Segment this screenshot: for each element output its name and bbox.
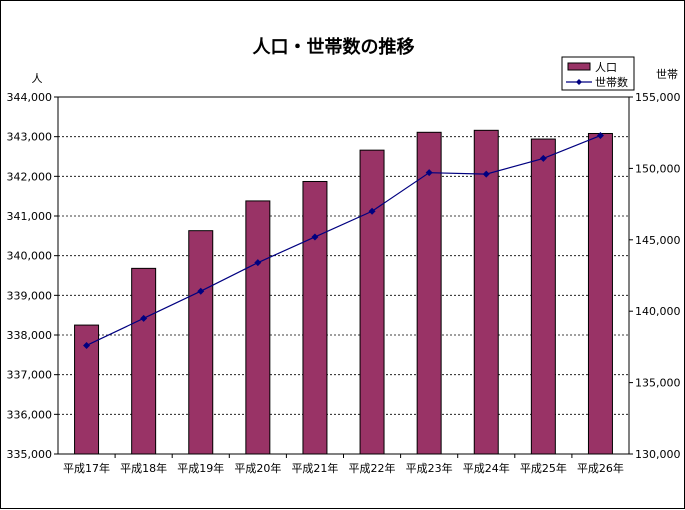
x-tick-label: 平成18年 <box>120 461 167 475</box>
line-point-households <box>368 207 376 215</box>
bar-population <box>74 324 100 455</box>
left-tick-label: 343,000 <box>7 131 53 144</box>
x-tick-label: 平成25年 <box>520 461 567 475</box>
line-point-households <box>83 341 91 349</box>
bar-population <box>530 138 556 455</box>
bar-population <box>131 267 157 455</box>
line-point-households <box>539 154 547 162</box>
legend-marker-households <box>576 79 582 85</box>
left-axis-unit: 人 <box>32 72 43 85</box>
left-tick-label: 339,000 <box>7 289 53 302</box>
line-point-households <box>425 169 433 177</box>
line-point-households <box>197 287 205 295</box>
right-tick-label: 145,000 <box>635 234 681 247</box>
right-tick-label: 140,000 <box>635 305 681 318</box>
chart-title: 人口・世帯数の推移 <box>253 36 415 58</box>
right-tick-label: 155,000 <box>635 91 681 104</box>
line-point-households <box>254 259 262 267</box>
x-tick-label: 平成19年 <box>177 461 224 475</box>
x-tick-label: 平成21年 <box>291 461 338 475</box>
line-point-households <box>140 314 148 322</box>
legend-label-population: 人口 <box>595 61 617 74</box>
left-tick-label: 337,000 <box>7 369 53 382</box>
legend-label-households: 世帯数 <box>595 76 628 89</box>
right-tick-label: 135,000 <box>635 377 681 390</box>
x-tick-label: 平成24年 <box>463 461 510 475</box>
bar-population <box>416 131 442 455</box>
legend-swatch-population <box>567 62 591 71</box>
right-tick-label: 150,000 <box>635 162 681 175</box>
line-point-households <box>482 170 490 178</box>
left-tick-label: 340,000 <box>7 250 53 263</box>
bar-population <box>473 129 499 455</box>
line-point-households <box>311 233 319 241</box>
bar-population <box>359 149 385 455</box>
left-tick-label: 342,000 <box>7 170 53 183</box>
bar-population <box>188 230 214 455</box>
left-tick-label: 341,000 <box>7 210 53 223</box>
x-tick-label: 平成17年 <box>63 461 110 475</box>
left-tick-label: 335,000 <box>7 448 53 461</box>
left-tick-label: 344,000 <box>7 91 53 104</box>
x-tick-label: 平成26年 <box>577 461 624 475</box>
left-tick-label: 338,000 <box>7 329 53 342</box>
line-point-households <box>596 132 604 140</box>
x-tick-label: 平成20年 <box>234 461 281 475</box>
left-tick-label: 336,000 <box>7 408 53 421</box>
right-axis-unit: 世帯 <box>656 68 678 81</box>
x-tick-label: 平成23年 <box>406 461 453 475</box>
bar-population <box>302 180 328 455</box>
bar-population <box>587 132 613 455</box>
right-tick-label: 130,000 <box>635 448 681 461</box>
bar-population <box>245 200 271 455</box>
x-tick-label: 平成22年 <box>349 461 396 475</box>
line-households <box>86 134 601 347</box>
